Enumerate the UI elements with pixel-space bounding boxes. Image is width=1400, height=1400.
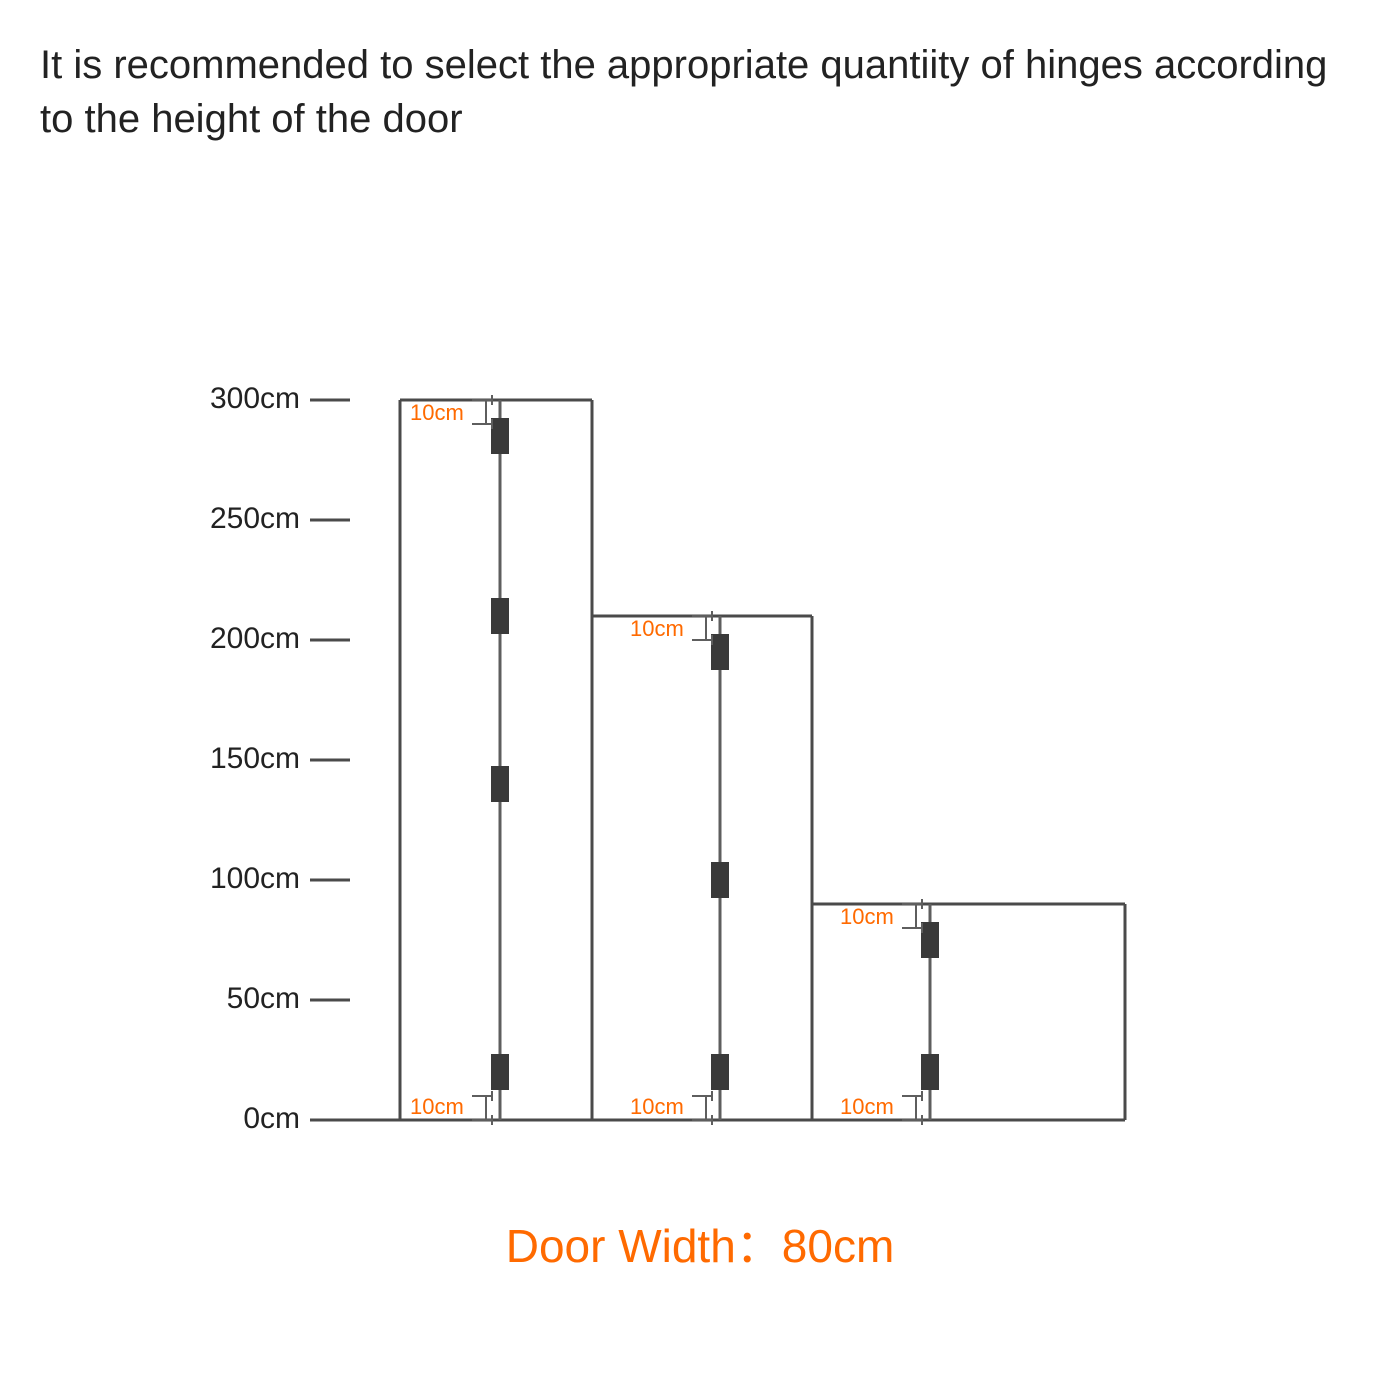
door-210-bottom-offset: 10cm [630,1094,684,1120]
door-90-bottom-offset: 10cm [840,1094,894,1120]
ytick-200: 200cm [190,622,300,656]
ytick-100: 100cm [190,862,300,896]
ytick-300: 300cm [190,382,300,416]
ytick-50: 50cm [190,982,300,1016]
ytick-150: 150cm [190,742,300,776]
diagram-svg [0,0,1400,1400]
door-width-label: Door Width：80cm [0,1210,1400,1276]
door-300-bottom-offset: 10cm [410,1094,464,1120]
door-90-top-offset: 10cm [840,904,894,930]
door-210-top-offset: 10cm [630,616,684,642]
ytick-250: 250cm [190,502,300,536]
ytick-0: 0cm [190,1102,300,1136]
door-300-top-offset: 10cm [410,400,464,426]
